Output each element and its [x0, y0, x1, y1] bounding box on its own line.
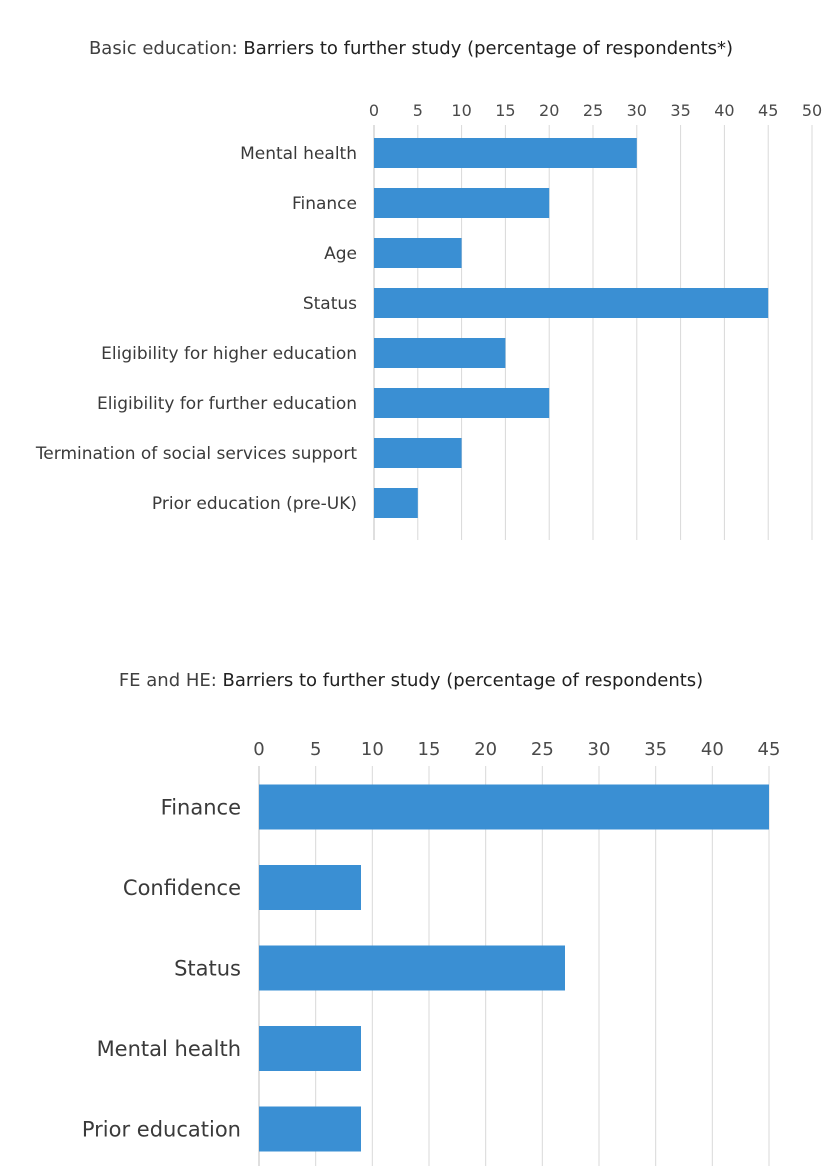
- x-tick-label: 50: [802, 101, 822, 120]
- bar: [259, 784, 769, 830]
- category-label: Prior education: [82, 1118, 241, 1142]
- chart-title-prefix: FE and HE:: [118, 670, 223, 691]
- x-tick-label: 40: [714, 101, 734, 120]
- bar: [259, 865, 361, 910]
- x-tick-label: 30: [627, 101, 647, 120]
- category-label: Finance: [161, 796, 241, 820]
- category-label: Prior education (pre-UK): [152, 494, 357, 514]
- x-tick-label: 15: [495, 101, 515, 120]
- bar: [374, 138, 637, 168]
- category-label: Eligibility for further education: [97, 394, 357, 414]
- bar: [374, 488, 418, 518]
- chart-title-basic-education: Basic education: Barriers to further stu…: [0, 38, 822, 59]
- x-tick-label: 0: [369, 101, 379, 120]
- bar: [374, 188, 550, 218]
- bar: [259, 1106, 361, 1152]
- x-tick-label: 15: [418, 739, 441, 760]
- category-label: Mental health: [240, 144, 357, 164]
- x-tick-label: 5: [310, 739, 321, 760]
- category-label: Confidence: [123, 876, 241, 900]
- x-tick-label: 5: [413, 101, 423, 120]
- chart-title-main: Barriers to further study (percentage of…: [222, 670, 704, 691]
- x-tick-label: 40: [701, 739, 724, 760]
- category-label: Mental health: [97, 1037, 241, 1061]
- x-tick-label: 10: [451, 101, 471, 120]
- x-tick-label: 35: [644, 739, 667, 760]
- category-label: Status: [303, 294, 357, 314]
- x-tick-label: 25: [531, 739, 554, 760]
- category-label: Age: [324, 244, 357, 264]
- x-tick-label: 25: [583, 101, 603, 120]
- chart-title-prefix: Basic education:: [88, 38, 244, 59]
- bar: [374, 338, 506, 368]
- bar: [259, 1026, 361, 1071]
- category-label: Eligibility for higher education: [101, 344, 357, 364]
- bar: [259, 945, 565, 991]
- x-tick-label: 20: [539, 101, 559, 120]
- chart-title-main: Barriers to further study (percentage of…: [243, 38, 734, 59]
- chart-title-fe-he: FE and HE: Barriers to further study (pe…: [0, 670, 822, 691]
- category-label: Termination of social services support: [35, 444, 358, 464]
- x-tick-label: 45: [758, 101, 778, 120]
- category-label: Finance: [292, 194, 357, 214]
- chart-basic-education: 0 5 10 15 20 25 30 35 40 45 50 Mental health Finance…: [35, 101, 822, 540]
- x-tick-label: 10: [361, 739, 384, 760]
- bar: [374, 238, 462, 268]
- x-tick-label: 45: [758, 739, 781, 760]
- category-label: Status: [174, 957, 241, 981]
- x-tick-label: 20: [474, 739, 497, 760]
- bar: [374, 438, 462, 468]
- x-tick-label: 0: [253, 739, 264, 760]
- bar: [374, 288, 769, 318]
- x-tick-label: 30: [588, 739, 611, 760]
- bar: [374, 388, 550, 418]
- x-tick-label: 35: [670, 101, 690, 120]
